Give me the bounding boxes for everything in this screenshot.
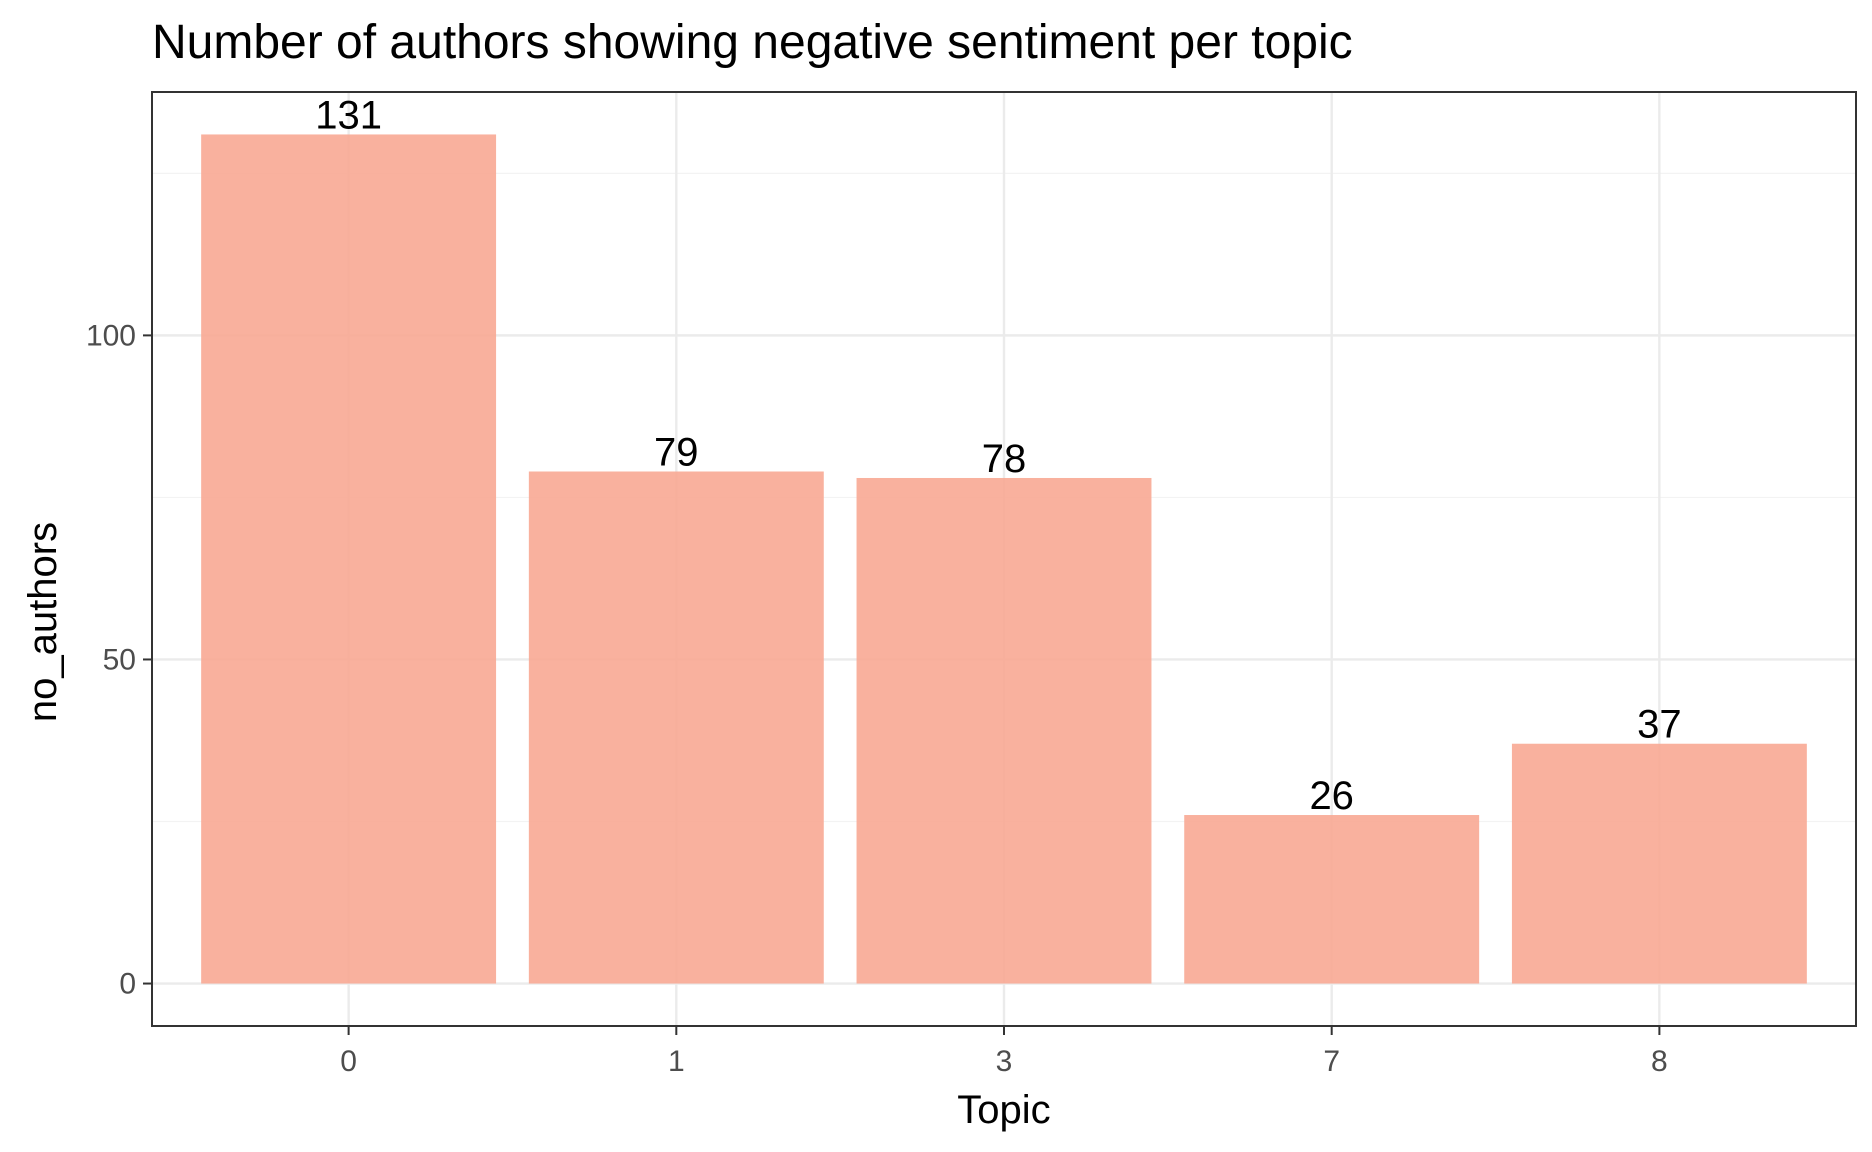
bar <box>201 134 497 984</box>
data-label: 79 <box>654 430 699 474</box>
data-label: 131 <box>315 93 382 137</box>
bars <box>201 134 1807 984</box>
bar <box>856 477 1152 984</box>
data-labels: 131 79 78 26 37 <box>315 93 1681 818</box>
y-axis-ticks: 0 50 100 <box>86 319 152 1001</box>
data-label: 37 <box>1637 703 1682 747</box>
x-tick-label: 3 <box>996 1045 1013 1078</box>
bar <box>1511 743 1807 984</box>
x-tick-label: 0 <box>340 1045 357 1078</box>
data-label: 78 <box>982 437 1027 481</box>
y-tick-label: 0 <box>119 968 136 1001</box>
y-tick-label: 100 <box>86 319 136 352</box>
chart-title: Number of authors showing negative senti… <box>152 16 1353 69</box>
y-axis-title: no_authors <box>21 522 65 722</box>
x-tick-label: 1 <box>668 1045 685 1078</box>
bar <box>528 471 824 984</box>
x-axis-title: Topic <box>957 1088 1050 1132</box>
data-label: 26 <box>1309 774 1354 818</box>
x-axis-ticks: 0 1 3 7 8 <box>340 1026 1668 1078</box>
y-tick-label: 50 <box>103 643 136 676</box>
x-tick-label: 7 <box>1323 1045 1340 1078</box>
x-tick-label: 8 <box>1651 1045 1668 1078</box>
bar <box>1184 815 1480 984</box>
